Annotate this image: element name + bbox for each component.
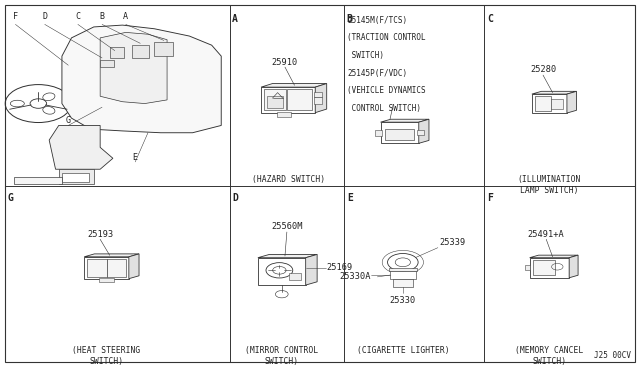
Text: C: C — [487, 14, 493, 24]
Bar — [132, 45, 148, 58]
Bar — [314, 92, 321, 97]
Text: G: G — [66, 116, 71, 125]
Bar — [268, 96, 283, 108]
Text: SWITCH): SWITCH) — [348, 51, 385, 60]
Bar — [314, 97, 321, 103]
Polygon shape — [532, 94, 567, 113]
Text: (CIGARETTE LIGHTER): (CIGARETTE LIGHTER) — [356, 346, 449, 355]
Bar — [88, 259, 107, 276]
Polygon shape — [62, 25, 221, 133]
Bar — [106, 259, 125, 276]
Text: (TRACTION CONTROL: (TRACTION CONTROL — [348, 33, 426, 42]
Text: 25193: 25193 — [87, 230, 113, 238]
Bar — [264, 89, 286, 110]
Polygon shape — [84, 257, 129, 279]
Polygon shape — [258, 258, 306, 285]
Bar — [289, 273, 301, 280]
Text: B: B — [347, 14, 353, 24]
Text: D: D — [232, 193, 238, 203]
Polygon shape — [532, 92, 577, 94]
Bar — [62, 173, 90, 182]
Text: 25910: 25910 — [272, 58, 298, 67]
Polygon shape — [261, 84, 326, 87]
Ellipse shape — [10, 100, 24, 107]
Polygon shape — [381, 122, 419, 143]
Bar — [277, 112, 291, 117]
Text: 25145P(F/VDC): 25145P(F/VDC) — [348, 68, 408, 77]
Text: A: A — [232, 14, 238, 24]
Text: 25169: 25169 — [326, 263, 353, 272]
Bar — [534, 260, 555, 275]
Bar — [376, 130, 382, 136]
Ellipse shape — [43, 106, 55, 114]
Text: E: E — [132, 153, 138, 162]
Text: F: F — [487, 193, 493, 203]
Text: D: D — [42, 12, 47, 22]
Polygon shape — [129, 254, 139, 279]
Text: (ILLUMINATION
LAMP SWITCH): (ILLUMINATION LAMP SWITCH) — [518, 175, 581, 195]
Text: (VEHICLE DYNAMICS: (VEHICLE DYNAMICS — [348, 86, 426, 95]
Bar — [417, 130, 424, 135]
Bar — [154, 42, 173, 56]
Text: C: C — [76, 12, 81, 22]
Text: A: A — [123, 12, 128, 22]
Polygon shape — [419, 119, 429, 143]
Text: B: B — [100, 12, 104, 22]
Polygon shape — [84, 254, 139, 257]
Text: (MEMORY CANCEL
SWITCH): (MEMORY CANCEL SWITCH) — [515, 346, 584, 366]
Text: 25330: 25330 — [390, 296, 416, 305]
Text: 25491+A: 25491+A — [528, 230, 564, 238]
Polygon shape — [261, 87, 316, 113]
Bar — [535, 96, 551, 111]
Polygon shape — [381, 119, 429, 122]
Polygon shape — [100, 32, 167, 103]
Polygon shape — [530, 258, 569, 278]
Bar — [287, 89, 312, 110]
Text: CONTROL SWITCH): CONTROL SWITCH) — [348, 103, 421, 113]
Text: E: E — [347, 193, 353, 203]
Bar — [100, 60, 114, 67]
Text: 25280: 25280 — [530, 65, 556, 74]
Text: (HAZARD SWITCH): (HAZARD SWITCH) — [252, 175, 324, 184]
Bar — [390, 271, 415, 279]
Bar — [525, 265, 531, 270]
Text: G: G — [8, 193, 13, 203]
Polygon shape — [569, 255, 578, 278]
Text: 25339: 25339 — [440, 238, 466, 247]
Polygon shape — [14, 177, 62, 184]
Text: 25330A: 25330A — [339, 272, 371, 281]
Text: 25145M(F/TCS): 25145M(F/TCS) — [348, 16, 408, 25]
Bar — [59, 169, 94, 184]
Bar — [393, 279, 413, 287]
Bar — [389, 268, 417, 272]
Polygon shape — [316, 84, 326, 113]
Polygon shape — [567, 92, 577, 113]
Bar — [385, 129, 414, 140]
Text: 25560M: 25560M — [271, 222, 303, 231]
Text: (HEAT STEERING
SWITCH): (HEAT STEERING SWITCH) — [72, 346, 141, 366]
Bar — [551, 99, 563, 109]
Text: (MIRROR CONTROL
SWITCH): (MIRROR CONTROL SWITCH) — [245, 346, 318, 366]
Text: F: F — [13, 12, 18, 22]
Ellipse shape — [43, 93, 55, 100]
Polygon shape — [530, 255, 578, 258]
Polygon shape — [258, 254, 317, 258]
Bar — [99, 278, 114, 282]
Bar — [109, 47, 124, 58]
Polygon shape — [49, 125, 113, 169]
Polygon shape — [306, 254, 317, 285]
Text: J25 00CV: J25 00CV — [594, 351, 631, 360]
